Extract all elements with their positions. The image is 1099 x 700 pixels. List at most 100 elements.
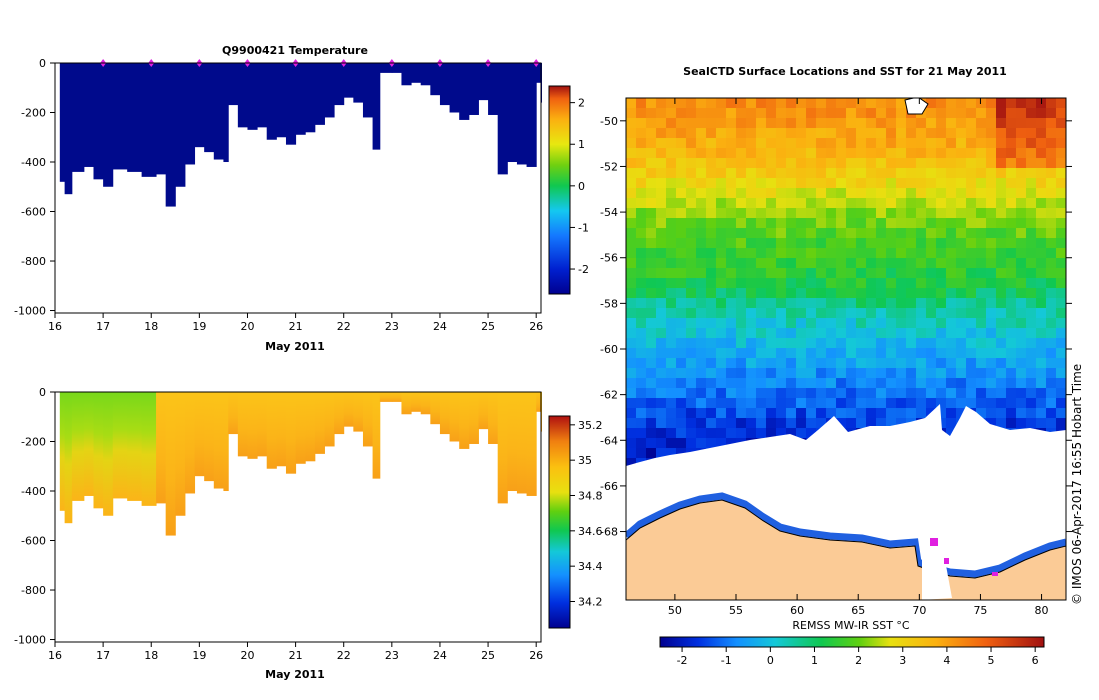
y-tick-label: -200 xyxy=(21,107,46,120)
sst-cell xyxy=(756,208,767,219)
temperature-title: Q9900421 Temperature xyxy=(222,44,368,57)
sst-cell xyxy=(1036,168,1047,179)
sst-cell xyxy=(926,378,937,389)
sst-cell xyxy=(646,298,657,309)
sst-cell xyxy=(706,148,717,159)
sst-cell xyxy=(676,98,687,109)
sst-cell xyxy=(886,378,897,389)
sst-cell xyxy=(976,178,987,189)
sst-cell xyxy=(716,258,727,269)
sst-cell xyxy=(806,198,817,209)
temperature-profile-column xyxy=(276,63,287,138)
sst-cell xyxy=(656,318,667,329)
sst-cell xyxy=(766,378,777,389)
sst-cell xyxy=(896,378,907,389)
sst-cell xyxy=(816,248,827,259)
sst-cell xyxy=(936,118,947,129)
sst-cell xyxy=(896,228,907,239)
sst-cell xyxy=(976,358,987,369)
sst-cell xyxy=(676,308,687,319)
sst-cell xyxy=(736,198,747,209)
sst-cell xyxy=(966,298,977,309)
sst-cell xyxy=(626,248,637,259)
sst-cell xyxy=(646,228,657,239)
sst-cell xyxy=(666,348,677,359)
x-tick-label: 19 xyxy=(192,649,206,662)
sst-cell xyxy=(886,258,897,269)
sst-cell xyxy=(646,378,657,389)
sst-cell xyxy=(916,338,927,349)
sst-cell xyxy=(716,308,727,319)
sst-cell xyxy=(626,228,637,239)
sst-cell xyxy=(846,108,857,119)
sst-cell xyxy=(886,118,897,129)
sst-cell xyxy=(786,208,797,219)
sst-cell xyxy=(706,178,717,189)
sst-cell xyxy=(966,198,977,209)
x-tick-label: 23 xyxy=(385,320,399,333)
sst-cell xyxy=(646,138,657,149)
sst-cell xyxy=(676,118,687,129)
sst-cell xyxy=(906,178,917,189)
sst-cell xyxy=(966,228,977,239)
sst-cell xyxy=(906,148,917,159)
x-tick-label: 23 xyxy=(385,649,399,662)
sst-cell xyxy=(696,408,707,419)
sst-cell xyxy=(866,158,877,169)
sst-cell xyxy=(706,128,717,139)
sst-cell xyxy=(876,98,887,109)
sst-cell xyxy=(876,188,887,199)
sst-cell xyxy=(776,328,787,339)
sst-cell xyxy=(726,338,737,349)
sst-cell xyxy=(826,218,837,229)
sst-cell xyxy=(976,128,987,139)
sst-cell xyxy=(986,108,997,119)
sst-cell xyxy=(796,188,807,199)
sst-cell xyxy=(696,178,707,189)
x-tick-label: 21 xyxy=(289,649,303,662)
sst-cell xyxy=(826,338,837,349)
sst-cell xyxy=(816,258,827,269)
sst-cell xyxy=(826,118,837,129)
sst-cell xyxy=(946,168,957,179)
sst-cell xyxy=(896,188,907,199)
sst-cell xyxy=(766,308,777,319)
sst-cell xyxy=(636,248,647,259)
sst-cell xyxy=(1046,228,1057,239)
sst-cell xyxy=(756,218,767,229)
salinity-profile-column xyxy=(103,392,114,516)
sst-cell xyxy=(806,128,817,139)
sst-cell xyxy=(796,148,807,159)
sst-cell xyxy=(966,98,977,109)
sst-cell xyxy=(986,228,997,239)
sst-cell xyxy=(816,158,827,169)
sst-cell xyxy=(916,198,927,209)
sst-cell xyxy=(876,388,887,399)
sst-cell xyxy=(776,338,787,349)
sst-cell xyxy=(886,148,897,159)
sst-cell xyxy=(866,168,877,179)
sst-cell xyxy=(706,248,717,259)
sst-cell xyxy=(636,308,647,319)
sst-cell xyxy=(866,308,877,319)
sst-cell xyxy=(686,328,697,339)
sst-cell xyxy=(696,148,707,159)
sst-cell xyxy=(806,388,817,399)
sst-cell xyxy=(1046,128,1057,139)
sst-cell xyxy=(916,348,927,359)
sst-cell xyxy=(776,108,787,119)
sst-cell xyxy=(736,128,747,139)
sst-cell xyxy=(636,98,647,109)
sst-cell xyxy=(966,188,977,199)
sst-cell xyxy=(956,288,967,299)
sst-cell xyxy=(886,208,897,219)
sst-cell xyxy=(836,128,847,139)
x-tick-label: 17 xyxy=(96,649,110,662)
sst-cell xyxy=(676,448,687,459)
sst-cell xyxy=(696,168,707,179)
sst-cell xyxy=(946,268,957,279)
sst-cell xyxy=(656,368,667,379)
sst-cell xyxy=(756,128,767,139)
sst-cell xyxy=(676,348,687,359)
sst-cell xyxy=(626,398,637,409)
